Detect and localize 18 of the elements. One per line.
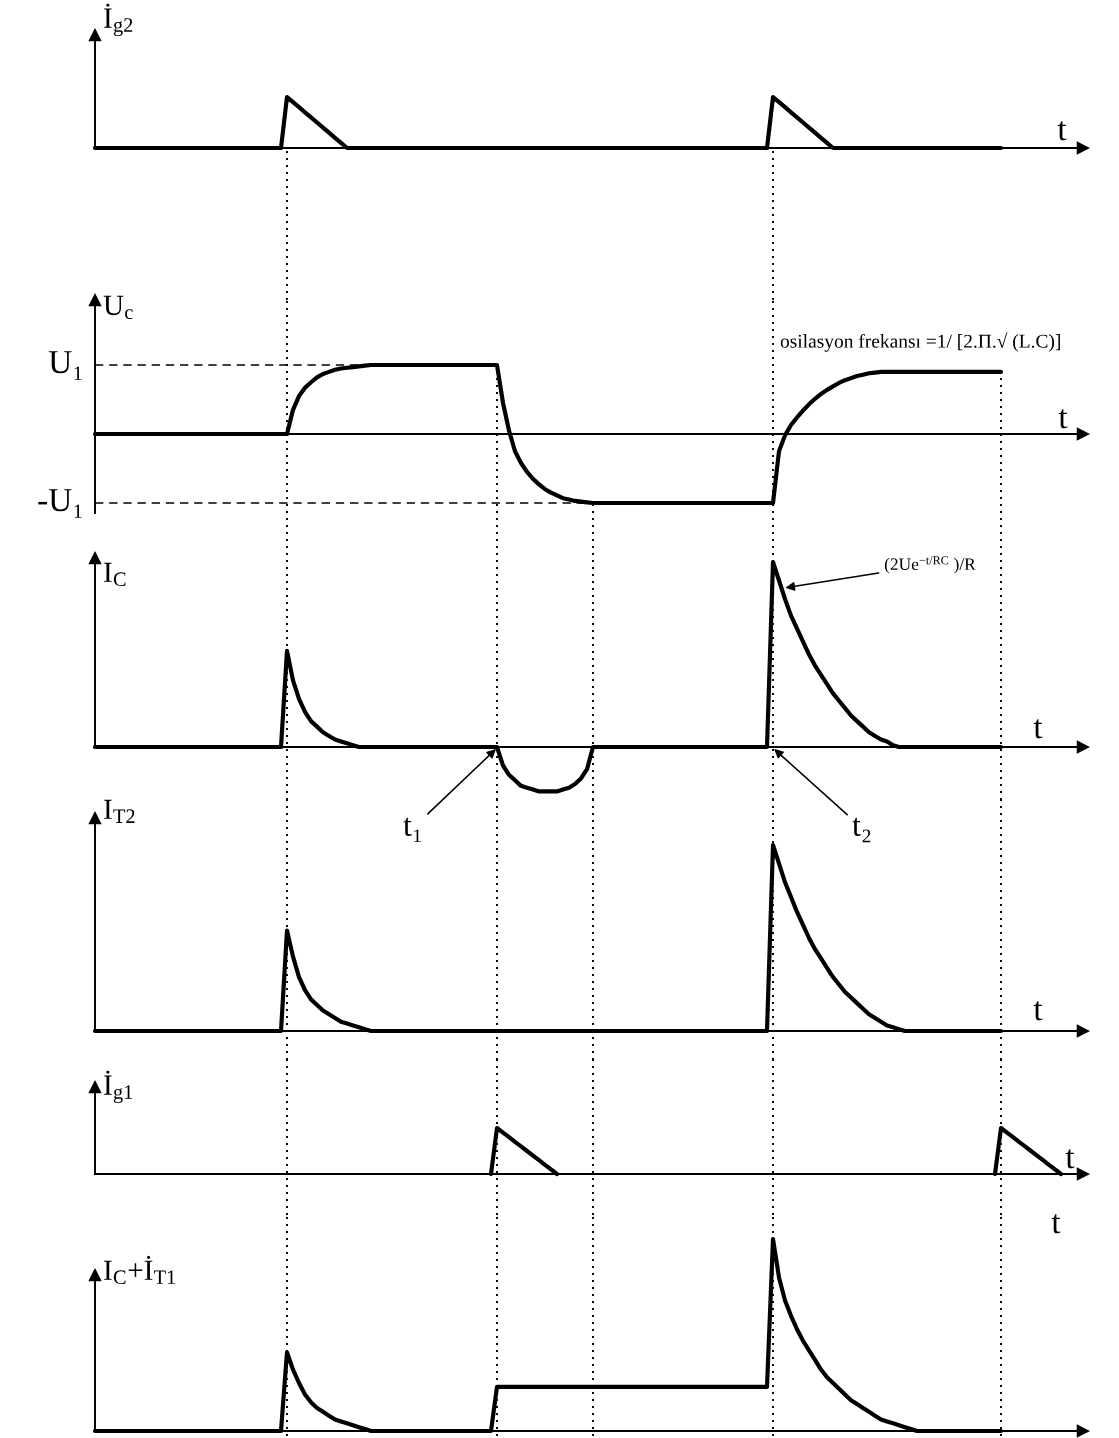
- x-axis-title: t: [1051, 1214, 1061, 1234]
- x-axis-title: t: [1033, 719, 1043, 739]
- text: osilasyon frekansı =1/ [2.Π.√ (L.C)]: [780, 332, 1060, 352]
- x-axis-title: t: [1033, 1001, 1043, 1021]
- text: t₁: [403, 817, 421, 843]
- annotation: (2Ue$^{−t/RC}$ )/R: [884, 556, 976, 574]
- y-axis-title: U$_{c}$: [103, 295, 133, 320]
- x-axis-title: t: [1058, 409, 1068, 429]
- x-axis-title: t: [1057, 121, 1067, 141]
- y-axis-title: I$_{T2}$: [104, 799, 135, 823]
- text: t₂: [852, 817, 871, 843]
- y-axis-title: İ$_{g1}$: [104, 1070, 133, 1104]
- y-axis-title: I$_{C}$+İ$_{T1}$: [104, 1255, 176, 1285]
- y-axis-title: İ$_{g2}$: [104, 3, 133, 37]
- ref-line-label: -U₁: [38, 489, 82, 518]
- y-axis-title: I$_{C}$: [104, 562, 126, 587]
- x-axis-title: t: [1065, 1149, 1075, 1169]
- ref-line-label: U₁: [48, 351, 82, 380]
